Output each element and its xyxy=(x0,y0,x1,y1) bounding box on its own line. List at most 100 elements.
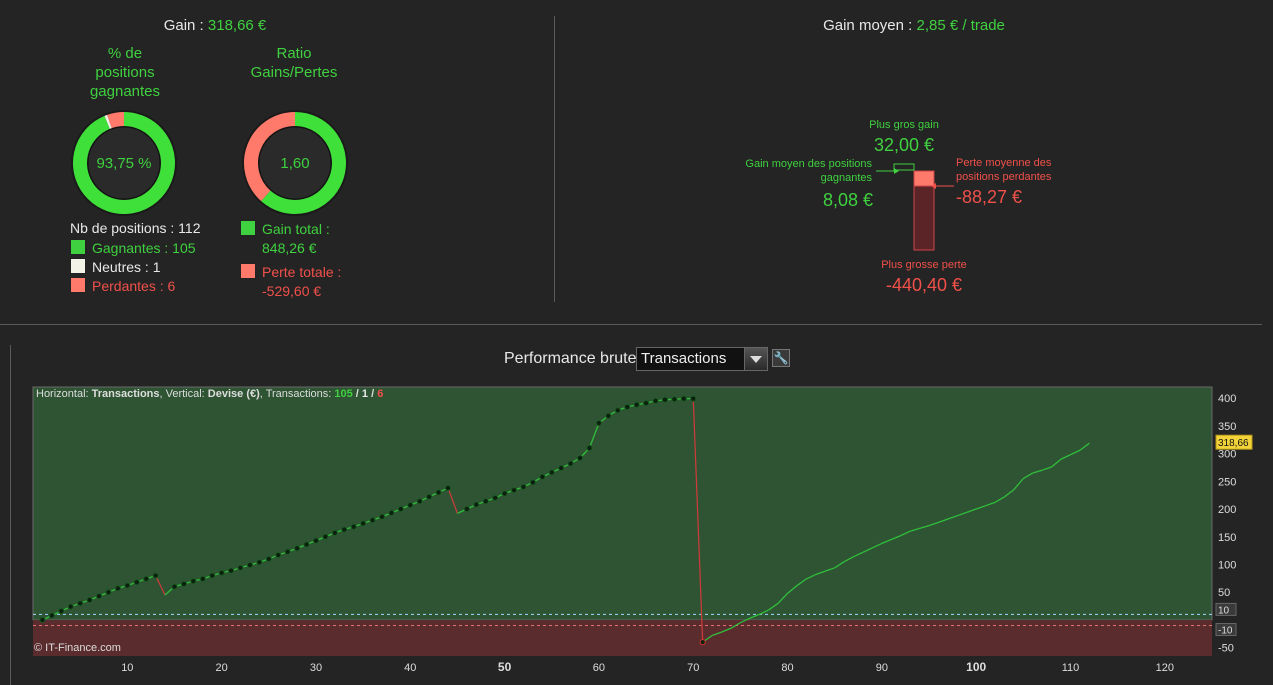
gain-box xyxy=(893,163,915,171)
plus-grosse-perte-label: Plus grosse perte xyxy=(881,259,967,271)
loss-average-box xyxy=(913,170,935,187)
donut1-title: % de positions gagnantes xyxy=(89,45,161,100)
axis-mode-dropdown[interactable]: Transactions xyxy=(636,347,768,371)
data-point xyxy=(67,603,74,610)
data-point xyxy=(614,407,621,414)
series-segment xyxy=(919,525,930,530)
data-point xyxy=(567,460,574,467)
winning-positions-donut: 93,75 % xyxy=(71,110,177,216)
series-segment xyxy=(447,487,459,514)
series-segment xyxy=(796,578,807,587)
data-point xyxy=(331,529,338,536)
data-point xyxy=(548,469,555,476)
data-point xyxy=(105,589,112,596)
y-tick-label: 150 xyxy=(1218,532,1236,544)
x-tick-label: 80 xyxy=(781,662,793,674)
series-segment xyxy=(758,609,769,615)
data-point xyxy=(58,607,65,615)
data-point xyxy=(595,419,603,427)
series-segment xyxy=(1042,466,1052,471)
data-point xyxy=(492,494,499,502)
x-tick-label: 10 xyxy=(121,662,133,674)
data-point xyxy=(199,575,206,583)
last-value-badge xyxy=(1215,434,1253,450)
donut1-center-text: 93,75 % xyxy=(96,155,151,172)
series-segment xyxy=(1079,442,1090,451)
series-segment xyxy=(834,561,845,569)
profit-zone xyxy=(32,386,1213,621)
series-segment xyxy=(909,527,920,532)
perte-moyenne-value: -88,27 € xyxy=(956,187,1023,207)
series-segment xyxy=(957,511,967,517)
series-segment xyxy=(1060,454,1071,460)
series-segment xyxy=(938,518,949,523)
data-point xyxy=(378,513,386,520)
series-segment xyxy=(853,551,864,558)
legend-perte-totale: Perte totale : -529,60 € xyxy=(240,263,341,301)
data-point xyxy=(360,520,367,527)
series-segment xyxy=(692,398,704,643)
series-segment xyxy=(975,505,986,510)
legend-gagnantes: Gagnantes : 105 xyxy=(70,239,196,256)
white-square-icon xyxy=(70,258,86,274)
data-point xyxy=(114,585,121,592)
legend-neutres: Neutres : 1 xyxy=(70,258,160,275)
y-tick-label: 400 xyxy=(1218,393,1236,405)
watermark: © IT-Finance.com xyxy=(34,642,121,654)
data-point xyxy=(246,561,254,569)
series-segment xyxy=(787,585,798,594)
legend-gain-total: Gain total : 848,26 € xyxy=(240,220,330,258)
data-point xyxy=(293,545,301,552)
vertical-divider xyxy=(554,16,555,302)
data-point xyxy=(388,509,395,517)
series-segment xyxy=(721,627,732,633)
donut-segment-perdantes xyxy=(107,112,125,129)
data-point xyxy=(256,559,263,566)
series-segment xyxy=(777,592,789,604)
data-point xyxy=(180,580,188,587)
box-plot xyxy=(876,163,954,251)
data-point xyxy=(152,572,159,579)
data-point xyxy=(633,401,640,408)
data-point xyxy=(520,483,527,490)
chevron-down-icon[interactable] xyxy=(744,348,767,370)
donut2-center-text: 1,60 xyxy=(280,155,309,172)
plus-gros-gain-label: Plus gros gain xyxy=(869,119,939,131)
data-point xyxy=(275,551,282,559)
series-segment xyxy=(966,508,977,513)
x-tick-label: 110 xyxy=(1062,662,1080,674)
y-tick-label: 50 xyxy=(1218,587,1230,599)
series-segment xyxy=(1023,472,1034,480)
left-border xyxy=(10,345,11,685)
data-point xyxy=(426,493,433,500)
donut-inner xyxy=(258,126,332,200)
data-point xyxy=(77,600,84,607)
data-point xyxy=(124,582,131,589)
data-point xyxy=(237,564,244,571)
x-tick-label: 20 xyxy=(216,662,228,674)
series-segment xyxy=(806,573,817,580)
gain-moyen-value: 2,85 € / trade xyxy=(916,17,1005,34)
data-point xyxy=(435,489,442,496)
data-point xyxy=(209,572,216,579)
x-tick-label: 90 xyxy=(876,662,888,674)
series-segment xyxy=(1070,449,1081,456)
data-point xyxy=(39,616,46,624)
series-segment xyxy=(1051,458,1062,468)
series-segment xyxy=(1032,469,1043,474)
donut-segment-gagnantes xyxy=(73,112,175,214)
wrench-icon[interactable]: 🔧 xyxy=(772,349,790,367)
data-point xyxy=(642,399,650,407)
data-point xyxy=(397,505,404,513)
data-point xyxy=(482,498,489,505)
x-tick-label: 100 xyxy=(966,660,986,674)
gain-value: 318,66 € xyxy=(207,17,267,34)
red-square-icon xyxy=(70,277,86,293)
gain-moyen-positions-value: 8,08 € xyxy=(822,190,873,210)
data-point xyxy=(322,533,329,540)
series-segment xyxy=(928,521,939,527)
data-point xyxy=(510,487,518,494)
x-tick-label: 70 xyxy=(687,662,699,674)
loss-range-box xyxy=(913,185,935,251)
data-point xyxy=(312,537,320,544)
